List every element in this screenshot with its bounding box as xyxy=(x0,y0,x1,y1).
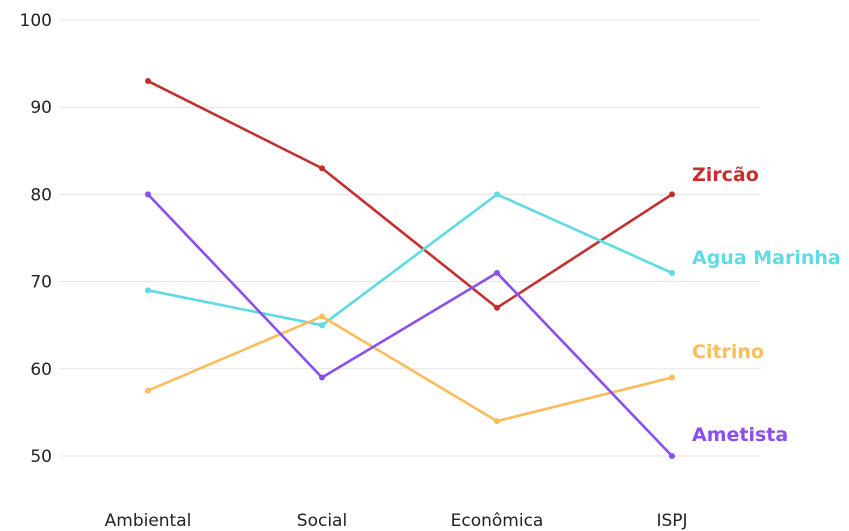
y-tick-label: 60 xyxy=(30,360,52,380)
x-tick-label: ISPJ xyxy=(656,511,687,531)
data-point xyxy=(319,165,325,172)
data-point xyxy=(145,78,151,85)
data-point xyxy=(494,304,500,311)
series-1 xyxy=(145,191,675,329)
series-label: Ametista xyxy=(692,424,788,446)
data-point xyxy=(494,191,500,198)
series-labels: Zircão Agua Marinha Citrino Ametista xyxy=(692,164,841,446)
data-point xyxy=(145,287,151,294)
data-point xyxy=(145,387,151,394)
series-line xyxy=(146,79,674,310)
series-line xyxy=(146,315,674,423)
data-point xyxy=(669,453,675,459)
y-tick-label: 70 xyxy=(30,273,52,293)
y-axis-ticks: 50 60 70 80 90 100 xyxy=(20,11,52,467)
y-tick-label: 50 xyxy=(30,447,52,467)
x-axis-ticks: Ambiental Social Econômica ISPJ xyxy=(105,511,688,531)
series-label: Agua Marinha xyxy=(692,247,841,269)
data-point xyxy=(319,374,325,381)
y-tick-label: 80 xyxy=(30,185,52,205)
series-0 xyxy=(145,78,675,311)
series-line xyxy=(146,193,674,458)
data-point xyxy=(145,191,151,198)
data-point xyxy=(669,191,675,198)
series-label: Citrino xyxy=(692,341,764,363)
series-2 xyxy=(145,313,675,425)
grid-lines xyxy=(60,19,760,457)
x-tick-label: Social xyxy=(297,511,347,531)
x-tick-label: Ambiental xyxy=(105,511,192,531)
series-label: Zircão xyxy=(692,164,759,186)
data-point xyxy=(494,269,500,276)
data-point xyxy=(494,418,500,425)
y-tick-label: 90 xyxy=(30,98,52,118)
data-point xyxy=(669,269,675,276)
data-point xyxy=(319,313,325,320)
data-point xyxy=(669,374,675,381)
data-point xyxy=(319,322,325,329)
series-3 xyxy=(145,191,675,459)
x-tick-label: Econômica xyxy=(451,511,544,531)
series-lines xyxy=(145,78,675,459)
y-tick-label: 100 xyxy=(20,11,52,31)
series-line xyxy=(146,193,674,327)
